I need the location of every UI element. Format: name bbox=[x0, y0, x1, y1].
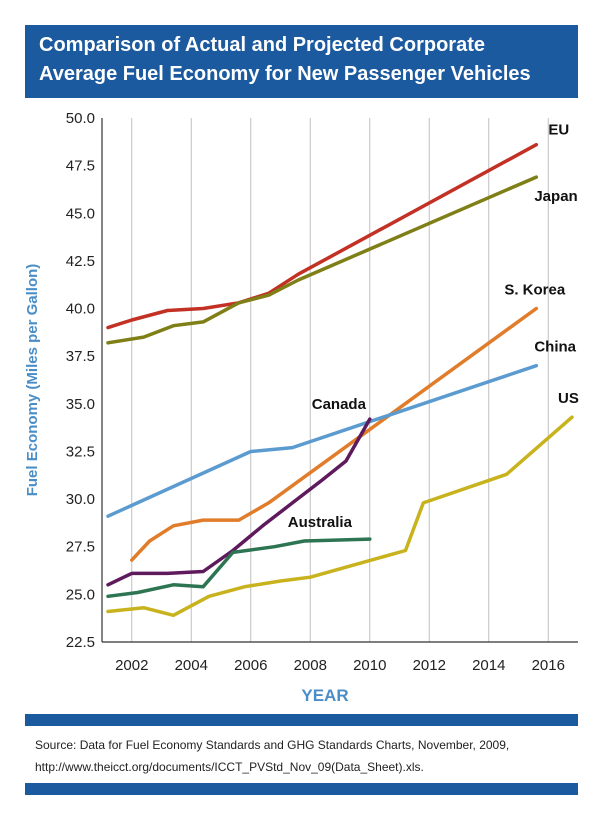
series-line-s-korea bbox=[130, 306, 539, 562]
y-tick-label: 25.0 bbox=[66, 586, 95, 603]
x-tick-label: 2008 bbox=[294, 657, 327, 674]
source-bottom-divider bbox=[25, 783, 578, 795]
y-tick-label: 22.5 bbox=[66, 634, 95, 651]
source-line-2: http://www.theicct.org/documents/ICCT_PV… bbox=[35, 760, 424, 774]
x-tick-label: 2004 bbox=[175, 657, 208, 674]
x-tick-label: 2010 bbox=[353, 657, 386, 674]
series-label-canada: Canada bbox=[312, 396, 367, 413]
x-tick-label: 2016 bbox=[532, 657, 565, 674]
series-label-china: China bbox=[534, 339, 576, 356]
y-axis-title: Fuel Economy (Miles per Gallon) bbox=[24, 264, 41, 497]
source-note: Source: Data for Fuel Economy Standards … bbox=[35, 734, 575, 778]
source-top-divider bbox=[25, 714, 578, 726]
y-tick-label: 42.5 bbox=[66, 253, 95, 270]
series-line-china bbox=[106, 363, 539, 518]
series-line-australia bbox=[106, 537, 372, 599]
series-label-s-korea: S. Korea bbox=[504, 282, 566, 299]
fuel-economy-line-chart: 2002 2004 2006 2008 2010 2012 2014 2016 22.5 25.0… bbox=[24, 110, 579, 705]
y-tick-label: 40.0 bbox=[66, 301, 95, 318]
x-axis-title: YEAR bbox=[301, 686, 348, 705]
series-label-eu: EU bbox=[548, 122, 569, 139]
y-tick-label: 35.0 bbox=[66, 396, 95, 413]
series-line-eu bbox=[106, 142, 539, 330]
source-line-1: Source: Data for Fuel Economy Standards … bbox=[35, 738, 510, 752]
x-tick-label: 2012 bbox=[413, 657, 446, 674]
series-label-japan: Japan bbox=[534, 188, 577, 205]
chart-title-banner: Comparison of Actual and Projected Corpo… bbox=[25, 25, 578, 98]
x-tick-label: 2002 bbox=[115, 657, 148, 674]
chart-title-line-2: Average Fuel Economy for New Passenger V… bbox=[39, 63, 531, 85]
series-label-us: US bbox=[558, 390, 579, 407]
x-tick-label: 2014 bbox=[472, 657, 505, 674]
x-tick-label: 2006 bbox=[234, 657, 267, 674]
y-tick-label: 32.5 bbox=[66, 443, 95, 460]
series-line-canada bbox=[106, 417, 372, 587]
y-tick-label: 50.0 bbox=[66, 110, 95, 127]
chart-title-line-1: Comparison of Actual and Projected Corpo… bbox=[39, 34, 485, 56]
y-tick-label: 47.5 bbox=[66, 158, 95, 175]
y-tick-label: 30.0 bbox=[66, 491, 95, 508]
series-line-japan bbox=[106, 175, 539, 345]
series-line-us bbox=[106, 415, 574, 618]
series-lines bbox=[106, 142, 574, 618]
axes: 2002 2004 2006 2008 2010 2012 2014 2016 22.5 25.0… bbox=[24, 110, 578, 705]
grid-lines bbox=[131, 118, 549, 642]
series-labels: EU Japan S. Korea China Canada Australia US bbox=[288, 122, 579, 531]
y-tick-label: 27.5 bbox=[66, 539, 95, 556]
y-tick-label: 37.5 bbox=[66, 348, 95, 365]
series-label-australia: Australia bbox=[288, 514, 353, 531]
y-tick-label: 45.0 bbox=[66, 205, 95, 222]
